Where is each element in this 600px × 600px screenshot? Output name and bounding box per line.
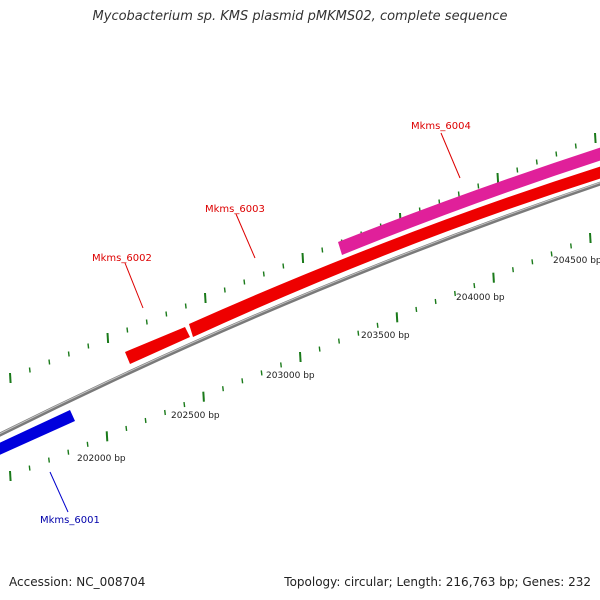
minor-tick	[574, 143, 577, 149]
minor-tick	[126, 327, 129, 333]
minor-tick	[67, 449, 70, 455]
minor-tick	[321, 247, 324, 253]
gene-label-mkms-6001[interactable]: Mkms_6001	[40, 515, 100, 526]
scale-label: 203500 bp	[361, 331, 410, 341]
scale-label: 202500 bp	[171, 411, 220, 421]
minor-tick	[473, 283, 476, 289]
minor-tick	[86, 441, 89, 447]
minor-tick	[512, 267, 514, 273]
minor-tick	[550, 251, 553, 257]
minor-tick	[241, 378, 244, 384]
minor-tick	[48, 457, 50, 463]
minor-tick	[555, 151, 558, 157]
gene-mkms-6001[interactable]	[0, 410, 75, 457]
accession-text: Accession: NC_008704	[9, 575, 146, 589]
gene-label-mkms-6004[interactable]: Mkms_6004	[411, 121, 471, 132]
major-tick	[9, 470, 12, 482]
gene-label-leader	[49, 471, 69, 513]
minor-tick	[87, 343, 90, 349]
inner-tick-row	[9, 232, 592, 482]
minor-tick	[280, 362, 282, 368]
minor-tick	[184, 303, 187, 309]
minor-tick	[516, 167, 519, 173]
minor-tick	[357, 330, 360, 336]
gene-mkms-6003[interactable]	[189, 165, 600, 337]
minor-tick	[144, 417, 147, 424]
minor-tick	[262, 271, 265, 277]
minor-tick	[531, 259, 534, 265]
minor-tick	[145, 319, 148, 325]
minor-tick	[570, 243, 572, 249]
plasmid-backbone	[0, 181, 600, 437]
gene-label-leader	[124, 262, 144, 309]
major-tick	[492, 272, 495, 283]
major-tick	[204, 292, 207, 304]
minor-tick	[535, 159, 538, 165]
minor-tick	[165, 311, 168, 317]
minor-tick	[183, 402, 186, 408]
major-tick	[105, 431, 109, 442]
minor-tick	[222, 386, 224, 392]
scale-label: 202000 bp	[77, 454, 126, 464]
major-tick	[301, 252, 305, 264]
minor-tick	[164, 409, 166, 416]
minor-tick	[318, 346, 321, 352]
minor-tick	[477, 183, 480, 189]
summary-text: Topology: circular; Length: 216,763 bp; …	[284, 575, 591, 589]
scale-label: 204500 bp	[553, 256, 600, 266]
major-tick	[299, 351, 302, 363]
minor-tick	[457, 191, 460, 197]
minor-tick	[125, 425, 128, 431]
minor-tick	[282, 263, 285, 269]
scale-label: 204000 bp	[456, 293, 505, 303]
minor-tick	[28, 367, 31, 373]
map-title: Mycobacterium sp. KMS plasmid pMKMS02, c…	[92, 9, 508, 24]
major-tick	[395, 312, 399, 323]
minor-tick	[376, 322, 379, 328]
minor-tick	[28, 465, 31, 471]
major-tick	[496, 172, 500, 184]
minor-tick	[454, 290, 456, 297]
scale-label: 203000 bp	[266, 371, 315, 381]
plasmid-backbone-highlight	[0, 182, 600, 435]
gene-label-leader	[235, 213, 256, 259]
minor-tick	[338, 338, 340, 344]
gene-label-mkms-6002[interactable]: Mkms_6002	[92, 253, 152, 264]
major-tick	[9, 372, 12, 384]
minor-tick	[243, 279, 246, 285]
gene-mkms-6002[interactable]	[125, 327, 190, 364]
major-tick	[594, 132, 597, 144]
minor-tick	[260, 370, 263, 376]
major-tick	[106, 332, 110, 344]
gene-label-leader	[440, 132, 461, 179]
gene-label-mkms-6003[interactable]: Mkms_6003	[205, 204, 265, 215]
minor-tick	[223, 287, 226, 293]
major-tick	[589, 232, 592, 244]
minor-tick	[434, 298, 437, 305]
major-tick	[202, 391, 205, 402]
minor-tick	[48, 359, 51, 365]
gene-mkms-6004[interactable]	[338, 146, 600, 255]
minor-tick	[67, 351, 70, 357]
minor-tick	[415, 306, 418, 312]
